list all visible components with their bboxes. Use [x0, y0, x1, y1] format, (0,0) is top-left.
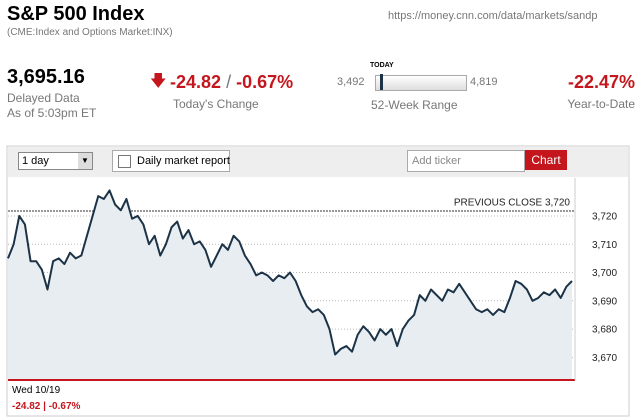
url: https://money.cnn.com/data/markets/sandp — [388, 10, 598, 22]
period-text: 1 day — [22, 155, 49, 167]
down-arrow: 🡇 — [150, 73, 167, 90]
report-text: Daily market report — [137, 155, 230, 167]
y-tick-label: 3,670 — [592, 353, 617, 364]
subtitle: (CME:Index and Options Market:INX) — [7, 27, 173, 38]
range-low: 3,492 — [337, 76, 365, 88]
ticker-input[interactable]: Add ticker — [407, 150, 525, 172]
as-of: As of 5:03pm ET — [7, 106, 97, 120]
chart-button[interactable]: Chart — [525, 150, 567, 170]
range-high: 4,819 — [470, 76, 498, 88]
price: 3,695.16 — [7, 66, 85, 88]
range-marker — [380, 74, 383, 90]
footer-change: -24.82 | -0.67% — [12, 401, 81, 412]
title: S&P 500 Index — [7, 3, 145, 25]
area — [8, 190, 572, 380]
change-value: -24.82 — [170, 72, 222, 92]
report-toggle[interactable]: Daily market report — [112, 150, 230, 172]
price-line — [7, 189, 573, 356]
slash: / — [226, 72, 232, 92]
change: -24.82 / -0.67% — [170, 72, 293, 93]
y-tick-label: 3,720 — [592, 212, 617, 223]
range-bar — [375, 75, 467, 91]
y-tick-label: 3,680 — [592, 325, 617, 336]
delayed: Delayed Data — [7, 91, 80, 105]
checkbox[interactable] — [118, 154, 131, 168]
range-label: 52-Week Range — [371, 98, 458, 112]
change-label: Today's Change — [173, 97, 259, 111]
change-pct: -0.67% — [236, 72, 294, 92]
ytd-label: Year-to-Date — [567, 97, 635, 111]
y-tick-label: 3,710 — [592, 240, 617, 251]
select-arrow: ▼ — [78, 153, 92, 169]
date: Wed 10/19 — [12, 385, 61, 396]
previous-close-label: PREVIOUS CLOSE 3,720 — [454, 198, 571, 209]
y-tick-label: 3,700 — [592, 268, 617, 279]
ytd: -22.47% — [567, 72, 635, 92]
period-select[interactable]: 1 day ▼ — [18, 152, 93, 170]
y-tick-label: 3,690 — [592, 296, 617, 307]
range-today: TODAY — [370, 62, 394, 69]
